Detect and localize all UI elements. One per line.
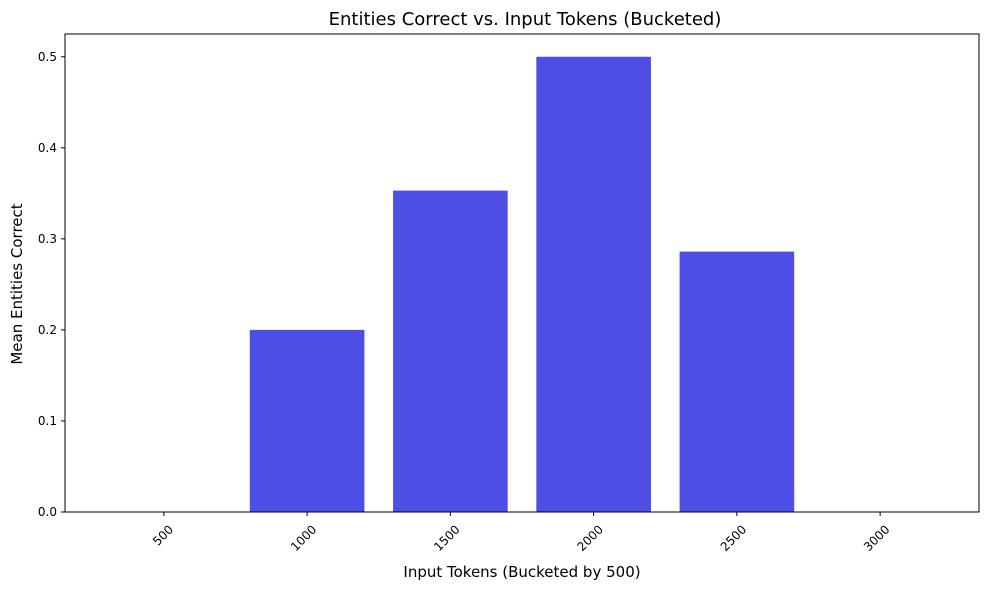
- x-tick-label: 1500: [431, 522, 462, 553]
- x-tick-label: 500: [150, 522, 176, 548]
- x-tick-label: 2000: [574, 522, 605, 553]
- y-tick-label: 0.3: [38, 232, 57, 246]
- y-tick-label: 0.5: [38, 50, 57, 64]
- bar-1500: [393, 190, 508, 512]
- y-tick-label: 0.1: [38, 414, 57, 428]
- x-tick-label: 3000: [861, 522, 892, 553]
- x-axis-label: Input Tokens (Bucketed by 500): [403, 563, 640, 581]
- y-tick-label: 0.4: [38, 141, 57, 155]
- x-tick-label: 2500: [718, 522, 749, 553]
- y-tick-label: 0.0: [38, 505, 57, 519]
- y-tick-label: 0.2: [38, 323, 57, 337]
- plot-frame: [64, 33, 980, 513]
- x-axis: 500 1000 1500 2000 2500 3000: [150, 512, 892, 554]
- bars-group: [249, 56, 795, 512]
- x-tick-label: 1000: [288, 522, 319, 553]
- y-axis-label: Mean Entities Correct: [8, 203, 26, 364]
- bar-2500: [679, 251, 795, 512]
- bar-1000: [249, 329, 365, 512]
- bar-2000: [536, 56, 651, 512]
- y-axis: 0.0 0.1 0.2 0.3 0.4 0.5: [38, 50, 65, 519]
- chart-title: Entities Correct vs. Input Tokens (Bucke…: [329, 9, 722, 30]
